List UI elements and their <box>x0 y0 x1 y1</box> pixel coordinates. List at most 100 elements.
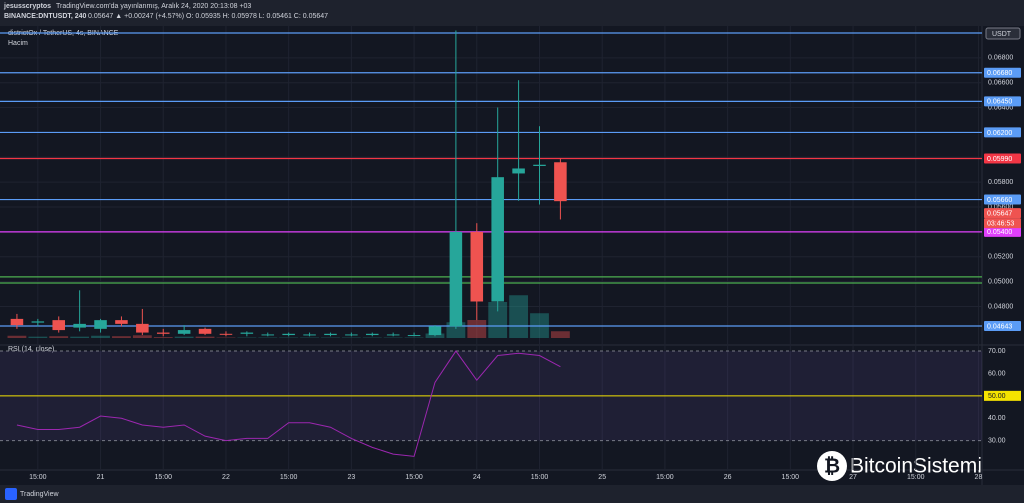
symbol: BINANCE:DNTUSDT, 240 <box>4 13 87 20</box>
currency: USDT <box>992 31 1012 38</box>
candle-body <box>428 326 442 336</box>
x-tick-label: 26 <box>724 474 732 481</box>
rsi-tick-label: 60.00 <box>988 370 1006 377</box>
candle-body <box>136 323 149 333</box>
x-tick-label: 15:00 <box>907 474 925 481</box>
x-tick-label: 15:00 <box>280 474 298 481</box>
rsi-tick-label: 30.00 <box>988 437 1006 444</box>
candle-body <box>366 333 379 336</box>
rsi-title: RSI (14, close) <box>8 346 54 353</box>
level-label-bg <box>984 194 1021 205</box>
volume-bar <box>28 336 48 338</box>
level-label-bg <box>984 320 1021 331</box>
candle-body <box>177 330 191 334</box>
candle-body <box>219 333 233 335</box>
x-tick-label: 27 <box>849 474 857 481</box>
y-tick-label: 0.06600 <box>988 80 1013 87</box>
volume-bar <box>7 335 27 338</box>
volume-title: Hacim <box>8 40 28 47</box>
quote: 0.05647 ▲ +0.00247 (+4.57%) O: 0.05935 H… <box>88 13 328 20</box>
user: jesusscryptos <box>3 3 51 10</box>
candle-body <box>156 332 170 334</box>
candle-body <box>470 231 484 302</box>
candle-body <box>407 335 421 337</box>
level-label-bg <box>984 127 1021 138</box>
last-price: 0.05647 <box>987 211 1012 218</box>
watermark-symbol: ₿ <box>824 455 840 477</box>
volume-bar <box>488 302 508 338</box>
x-tick-label: 22 <box>222 474 230 481</box>
level-label: 0.05660 <box>987 197 1012 204</box>
y-tick-label: 0.06400 <box>988 104 1013 111</box>
volume-bar <box>550 331 570 338</box>
volume-bar <box>132 335 152 338</box>
x-tick-label: 21 <box>97 474 105 481</box>
y-tick-label: 0.04800 <box>988 303 1013 310</box>
x-tick-label: 15:00 <box>782 474 800 481</box>
y-tick-label: 0.05000 <box>988 278 1013 285</box>
candle-body <box>261 334 275 336</box>
plot: 15:00 21 15:00 22 15:00 23 15:00 24 15:00 25 15:00… <box>0 26 1021 481</box>
volume-bar <box>467 320 487 338</box>
volume-bar <box>91 335 110 338</box>
rsi-tick-label: 70.00 <box>988 348 1006 355</box>
level-label: 0.04643 <box>987 323 1012 330</box>
volume-bar <box>509 295 528 338</box>
x-tick-label: 28 <box>975 474 983 481</box>
volume-bar <box>49 336 69 338</box>
candle-body <box>240 332 254 334</box>
x-tick-label: 25 <box>598 474 606 481</box>
candle-body <box>94 320 107 329</box>
x-tick-label: 15:00 <box>656 474 674 481</box>
candle-body <box>115 320 128 324</box>
countdown-bg <box>984 218 1021 229</box>
x-tick-label: 15:00 <box>29 474 47 481</box>
brand-icon <box>5 488 17 500</box>
y-tick-label: 0.06800 <box>988 55 1013 62</box>
rsi-line <box>16 350 561 457</box>
candle-body <box>345 334 358 336</box>
watermark-icon <box>817 451 847 481</box>
x-tick-label: 24 <box>473 474 481 481</box>
level-label: 0.05400 <box>987 229 1012 236</box>
candle-body <box>10 318 24 326</box>
volume-bar <box>174 336 194 338</box>
volume-bar <box>70 336 90 338</box>
x-tick-label: 15:00 <box>154 474 172 481</box>
candle-body <box>324 333 337 336</box>
level-label: 0.06680 <box>987 70 1012 77</box>
level-label-bg <box>984 153 1021 164</box>
level-label-bg <box>984 96 1021 107</box>
y-tick-label: 0.05800 <box>988 179 1013 186</box>
level-label: 0.06200 <box>987 130 1012 137</box>
level-label-bg <box>984 67 1021 78</box>
candle-body <box>533 164 546 166</box>
last-price-bg <box>984 208 1021 219</box>
candle-body <box>386 334 400 336</box>
candle-body <box>52 320 66 331</box>
volume-bar <box>153 337 173 338</box>
y-tick-label: 0.05600 <box>988 204 1013 211</box>
level-label: 0.05990 <box>987 156 1012 163</box>
header-bar <box>0 0 1024 26</box>
volume-bar <box>112 336 131 338</box>
currency-bg <box>985 27 1021 40</box>
published: TradingView.com'da yayınlanmış, Aralık 2… <box>56 3 251 10</box>
volume-bar <box>195 336 215 338</box>
candle-body <box>303 334 316 336</box>
rsi-badge-bg <box>984 390 1021 401</box>
candle-body <box>554 162 567 202</box>
rsi-tick-label: 40.00 <box>988 415 1006 422</box>
x-tick-label: 23 <box>347 474 355 481</box>
x-tick-label: 15:00 <box>531 474 549 481</box>
candle-body <box>31 321 45 323</box>
x-tick-label: 15:00 <box>405 474 423 481</box>
footer-bar <box>0 485 1024 503</box>
candle-body <box>73 323 86 328</box>
level-label-bg <box>984 226 1021 237</box>
candle-body <box>198 328 212 334</box>
rsi-badge: 50.00 <box>988 393 1006 400</box>
candle-body <box>282 333 295 336</box>
